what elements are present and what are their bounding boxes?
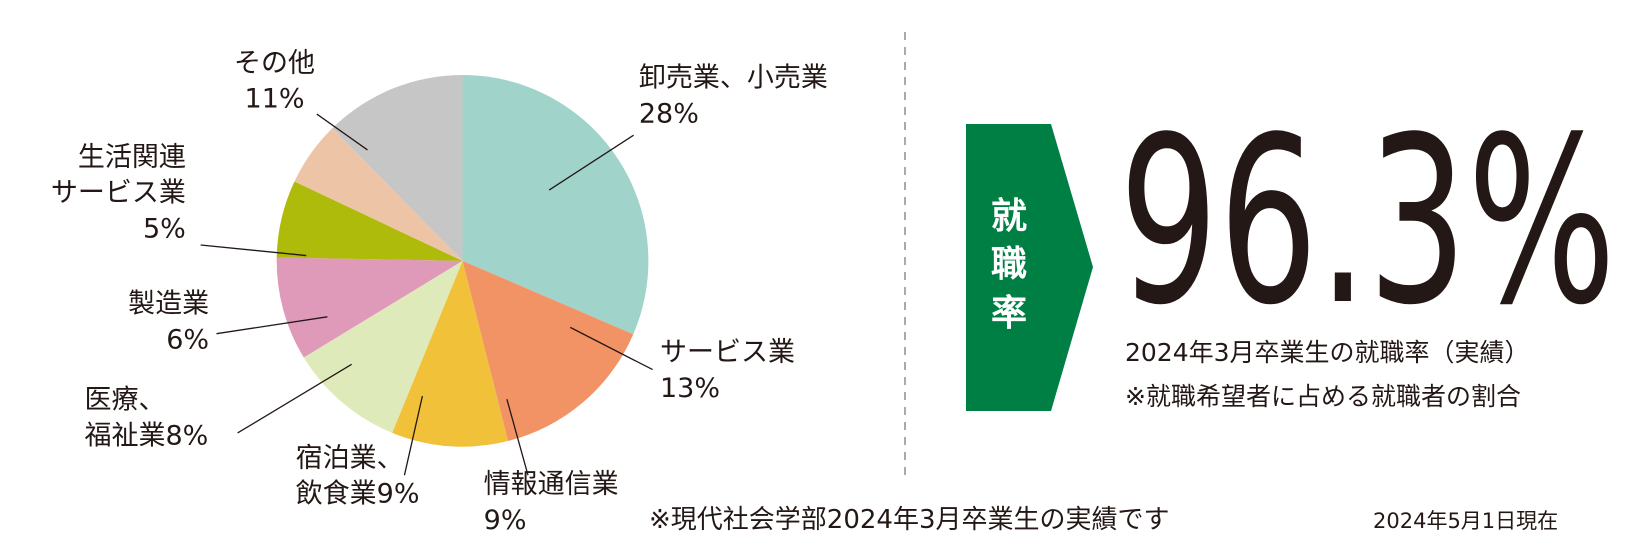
caption: ※就職希望者に占める就職者の割合 [1125,382,1521,411]
leader-line [216,316,328,335]
value-label: 5% [143,214,186,245]
pie-slice [303,260,463,433]
category-label: 卸売業、小売業 [639,63,828,94]
pie-slice [332,74,463,261]
badge [966,124,1093,411]
value-label: 13% [660,373,720,404]
slice-label: 情報通信業 9% [484,469,619,536]
leader-line [569,326,653,371]
rate-value: 96.3% [1119,89,1616,356]
category-label: 福祉業 [84,421,165,452]
value-label: 6% [166,324,209,355]
category-label: サービス業 [660,337,795,368]
footnote: ※現代社会学部2024年3月卒業生の実績です [649,505,1170,535]
slice-label: 卸売業、小売業 28% [639,63,828,130]
slice-label: 宿泊業、飲食業9% [296,443,420,510]
leader-line [316,113,368,151]
slice-label: 製造業 6% [128,289,209,356]
caption: 2024年3月卒業生の就職率（実績） [1125,338,1530,367]
slice-label: 医療、福祉業8% [84,385,208,452]
value-label: 9% [484,505,527,536]
category-label: 生活関連 [78,142,186,173]
badge-char: 職 [991,244,1027,285]
category-label: 飲食業 [296,479,377,510]
pie-slice [276,257,463,358]
slice-label: その他 11% [234,48,315,115]
badge-char: 就 [991,196,1027,237]
category-label: 宿泊業、 [296,443,404,474]
pie-slice [294,128,463,261]
category-label: サービス業 [51,178,186,209]
pie-slice [276,181,463,261]
leader-line [506,398,529,476]
value-label: 28% [639,98,699,129]
slice-label: サービス業 13% [660,337,795,404]
leader-line [200,244,307,257]
as-of-date: 2024年5月1日現在 [1373,509,1558,533]
value-label: 8% [165,421,208,452]
badge-char: 率 [991,293,1027,334]
value-label: 9% [377,479,420,510]
leader-line [237,363,352,434]
pie-slice [462,74,649,335]
pie-slice [462,260,634,442]
category-label: 医療、 [84,385,165,416]
category-label: 情報通信業 [484,469,619,500]
category-label: その他 [234,48,315,79]
slice-label: 生活関連サービス業 5% [51,142,186,245]
leader-line [548,134,634,191]
value-label: 11% [245,84,305,115]
category-label: 製造業 [128,289,209,320]
leader-line [403,395,424,476]
